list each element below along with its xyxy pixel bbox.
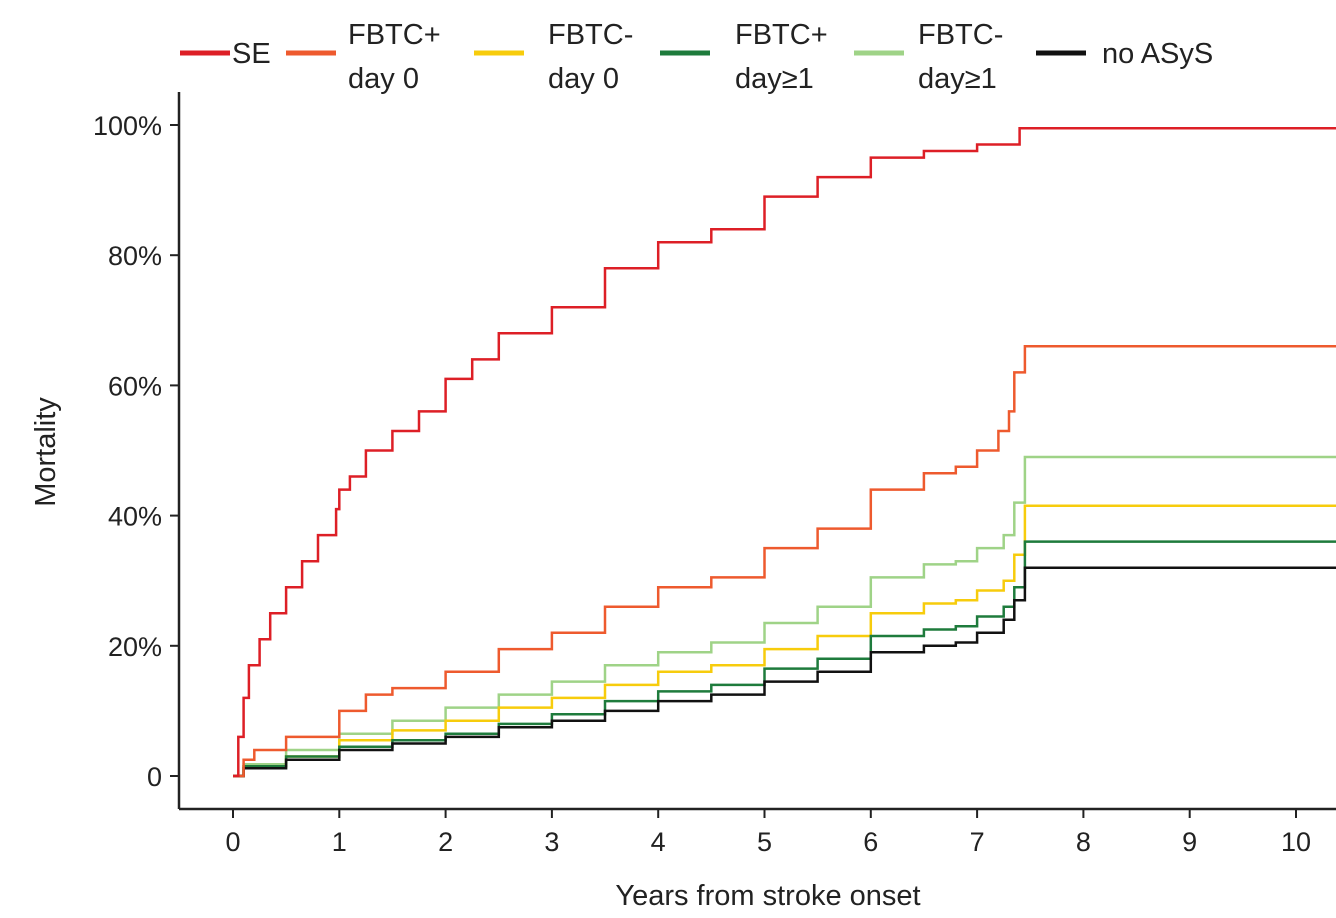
axes: [177, 92, 1336, 811]
y-tick-label: 80%: [108, 241, 162, 271]
x-tick-label: 4: [651, 827, 666, 857]
x-tick-label: 2: [438, 827, 453, 857]
legend-label-4: FBTC-: [918, 19, 1003, 51]
y-tick-label: 40%: [108, 502, 162, 532]
x-axis-title: Years from stroke onset: [615, 880, 920, 912]
x-tick-label: 3: [544, 827, 559, 857]
x-tick-label: 5: [757, 827, 772, 857]
legend: SE FBTC+ day 0 FBTC-day 0 FBTC+ day≥1 FBTC-day…: [180, 19, 1213, 95]
legend-label-0: SE: [232, 38, 271, 70]
legend-label-5: no ASyS: [1102, 38, 1213, 70]
series-line-5: [233, 566, 1336, 778]
legend-label-3: day≥1: [735, 63, 814, 95]
x-tick-label: 10: [1281, 827, 1311, 857]
series-line-4: [233, 455, 1336, 778]
legend-label-4: day≥1: [918, 63, 997, 95]
legend-label-2: day 0: [548, 63, 619, 95]
y-ticks: 0 20% 40% 60% 80% 100%: [93, 111, 179, 792]
legend-label-1: FBTC+: [348, 19, 441, 51]
y-tick-label: 0: [147, 762, 162, 792]
y-axis-title: Mortality: [30, 397, 62, 507]
y-tick-label: 20%: [108, 632, 162, 662]
legend-label-3: FBTC+: [735, 19, 828, 51]
y-tick-label: 60%: [108, 371, 162, 401]
x-tick-label: 9: [1182, 827, 1197, 857]
x-tick-label: 1: [332, 827, 347, 857]
legend-label-2: FBTC-: [548, 19, 633, 51]
x-tick-label: 8: [1076, 827, 1091, 857]
series-line-2: [233, 504, 1336, 778]
x-tick-label: 7: [970, 827, 985, 857]
y-tick-label: 100%: [93, 111, 162, 141]
series-line-3: [233, 540, 1336, 778]
legend-label-1: day 0: [348, 63, 419, 95]
x-tick-label: 6: [863, 827, 878, 857]
series-line-0: [233, 127, 1336, 778]
x-ticks: 0 1 2 3 4 5 6 7 8 9 10: [225, 809, 1311, 857]
series-lines: [233, 127, 1336, 778]
x-tick-label: 0: [225, 827, 240, 857]
series-line-1: [233, 345, 1336, 778]
